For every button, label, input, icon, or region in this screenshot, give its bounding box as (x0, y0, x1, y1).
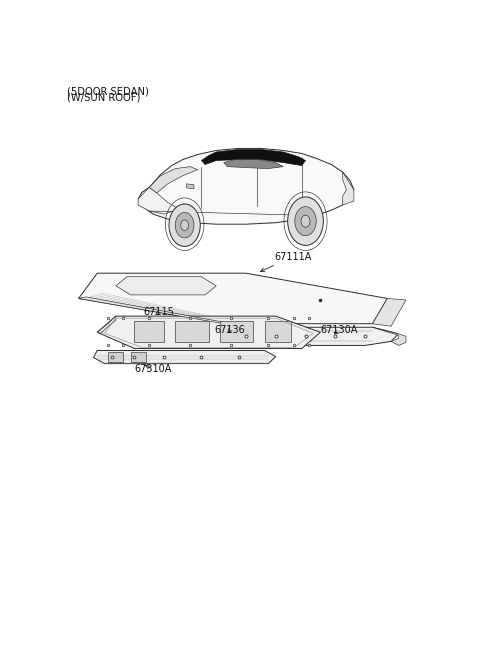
Polygon shape (97, 316, 116, 333)
Polygon shape (97, 316, 321, 348)
Polygon shape (79, 297, 224, 323)
Text: 67310A: 67310A (134, 363, 172, 374)
Polygon shape (108, 352, 123, 361)
Text: (5DOOR SEDAN): (5DOOR SEDAN) (67, 87, 149, 96)
Polygon shape (134, 321, 164, 342)
Polygon shape (220, 321, 253, 342)
Polygon shape (186, 184, 194, 189)
Polygon shape (372, 327, 406, 346)
Circle shape (175, 213, 194, 238)
Circle shape (301, 215, 310, 227)
Polygon shape (372, 298, 406, 326)
Polygon shape (79, 273, 387, 323)
Polygon shape (138, 148, 354, 224)
Text: 67130A: 67130A (321, 325, 358, 335)
Circle shape (288, 197, 324, 245)
Polygon shape (149, 167, 198, 193)
Polygon shape (343, 172, 354, 205)
Circle shape (180, 220, 189, 230)
Polygon shape (131, 352, 145, 361)
Polygon shape (94, 350, 276, 363)
Polygon shape (175, 321, 209, 342)
Polygon shape (116, 277, 216, 295)
Polygon shape (138, 188, 179, 214)
Text: 67136: 67136 (215, 325, 245, 335)
Polygon shape (224, 159, 283, 169)
Circle shape (295, 207, 316, 236)
Polygon shape (264, 321, 290, 342)
Polygon shape (202, 150, 305, 165)
Polygon shape (224, 327, 398, 346)
Text: (W/SUN ROOF): (W/SUN ROOF) (67, 93, 141, 103)
Text: 67115: 67115 (144, 307, 175, 317)
Circle shape (169, 204, 200, 247)
Text: 67111A: 67111A (261, 251, 311, 272)
